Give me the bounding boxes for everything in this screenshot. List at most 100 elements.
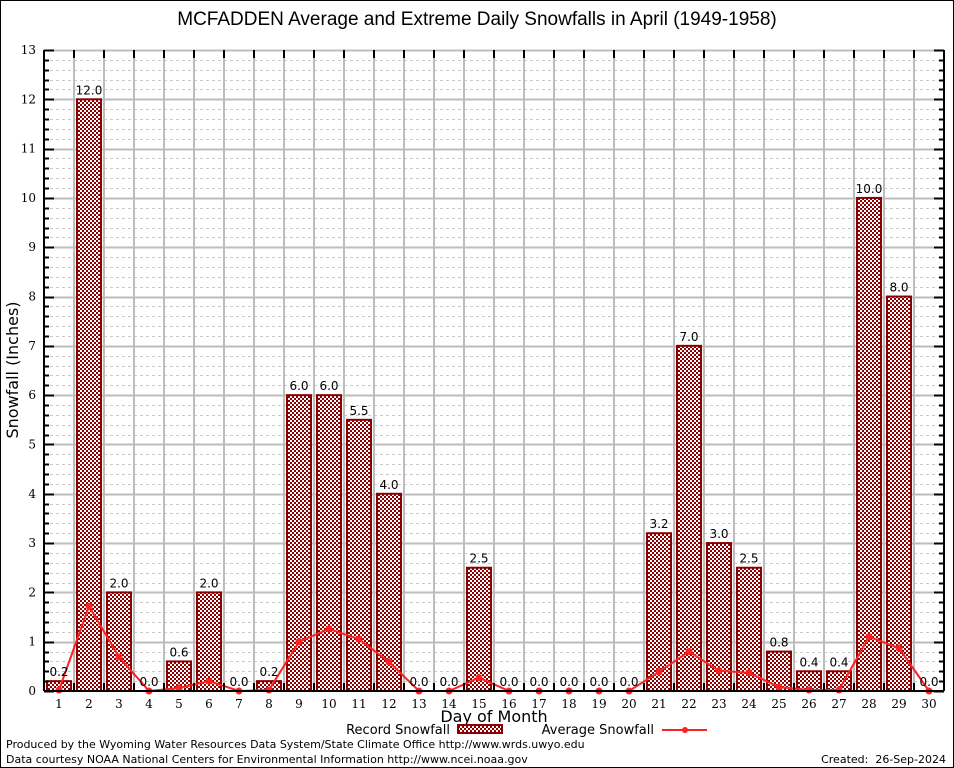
average-point <box>295 638 303 646</box>
x-tick-label: 3 <box>115 697 123 711</box>
average-point <box>205 677 213 685</box>
x-tick-label: 20 <box>621 697 636 711</box>
x-tick-label: 22 <box>681 697 696 711</box>
footer-produced-by: Produced by the Wyoming Water Resources … <box>6 738 585 751</box>
data-labels: 0.2 12.0 2.0 0.0 0.6 2.0 0.0 0.2 6.0 6.0 5.5 4.0 0.0… <box>49 83 938 689</box>
bar-data-label: 6.0 <box>289 379 308 393</box>
average-point <box>655 668 663 676</box>
x-tick-label: 28 <box>861 697 876 711</box>
bar-data-label: 0.8 <box>769 636 788 650</box>
bar-data-label: 7.0 <box>679 330 698 344</box>
average-point <box>715 667 723 675</box>
y-axis-title: Snowfall (Inches) <box>3 301 22 438</box>
bar-data-label: 3.0 <box>709 527 728 541</box>
x-tick-label: 9 <box>295 697 303 711</box>
average-point <box>865 633 873 641</box>
bar-data-label: 0.2 <box>49 665 68 679</box>
bar-data-label: 0.0 <box>229 675 248 689</box>
average-point <box>775 683 783 691</box>
bar-data-label: 0.2 <box>259 665 278 679</box>
y-tick-label: 3 <box>28 536 36 550</box>
bar-data-label: 6.0 <box>319 379 338 393</box>
x-tick-label: 13 <box>411 697 426 711</box>
x-tick-label: 11 <box>351 697 366 711</box>
x-tick-label: 25 <box>771 697 786 711</box>
bar-data-label: 0.4 <box>799 655 818 669</box>
bar-data-label: 0.0 <box>619 675 638 689</box>
bar-data-label: 0.0 <box>139 675 158 689</box>
x-tick-label: 1 <box>55 697 63 711</box>
bar-data-label: 2.5 <box>739 552 758 566</box>
y-tick-label: 6 <box>28 388 36 402</box>
record-bar <box>886 295 912 692</box>
bar-data-label: 0.0 <box>439 675 458 689</box>
bar-data-label: 12.0 <box>76 83 103 97</box>
footer-created-date: Created: 26-Sep-2024 <box>821 753 946 766</box>
y-tick-label: 4 <box>28 487 36 501</box>
chart-title: MCFADDEN Average and Extreme Daily Snowf… <box>177 9 777 30</box>
x-tick-label: 26 <box>801 697 816 711</box>
bar-data-label: 0.4 <box>829 655 848 669</box>
footer-data-courtesy: Data courtesy NOAA National Centers for … <box>6 753 528 766</box>
average-point <box>685 648 693 656</box>
x-tick-label: 29 <box>891 697 906 711</box>
average-point <box>745 669 753 677</box>
y-tick-label: 13 <box>21 43 36 57</box>
bar-data-label: 2.0 <box>199 576 218 590</box>
x-tick-label: 7 <box>235 697 243 711</box>
average-point <box>475 674 483 682</box>
bar-data-label: 0.0 <box>559 675 578 689</box>
bar-data-label: 0.0 <box>529 675 548 689</box>
record-bar <box>196 591 222 693</box>
average-point <box>355 635 363 643</box>
legend-swatch-record <box>457 724 503 734</box>
x-tick-label: 10 <box>321 697 336 711</box>
bar-data-label: 0.6 <box>169 645 188 659</box>
y-tick-label: 7 <box>28 339 36 353</box>
average-point <box>895 644 903 652</box>
legend: Record Snowfall Average Snowfall <box>346 723 707 738</box>
x-axis-title: Day of Month <box>440 707 547 726</box>
x-tick-label: 30 <box>921 697 936 711</box>
x-tick-label: 17 <box>531 697 546 711</box>
bar-data-label: 2.0 <box>109 576 128 590</box>
x-tick-label: 8 <box>265 697 273 711</box>
y-tick-label: 2 <box>28 585 36 599</box>
record-bar <box>286 394 312 692</box>
legend-label-record: Record Snowfall <box>346 723 450 738</box>
grid <box>44 49 944 691</box>
x-tick-label: 12 <box>381 697 396 711</box>
x-tick-label: 4 <box>145 697 153 711</box>
x-tick-label: 27 <box>831 697 846 711</box>
bar-data-label: 0.0 <box>499 675 518 689</box>
x-tick-label: 18 <box>561 697 576 711</box>
x-tick-label: 2 <box>85 697 93 711</box>
bar-data-label: 0.0 <box>409 675 428 689</box>
x-tick-label: 14 <box>441 697 457 711</box>
y-tick-label: 10 <box>21 191 36 205</box>
average-point <box>175 684 183 692</box>
average-point <box>325 625 333 633</box>
bar-data-label: 5.5 <box>349 404 368 418</box>
x-tick-label: 23 <box>711 697 726 711</box>
x-tick-label: 16 <box>501 697 516 711</box>
average-point <box>115 653 123 661</box>
y-tick-label: 0 <box>28 684 36 698</box>
y-tick-label: 12 <box>21 92 36 106</box>
bar-data-label: 4.0 <box>379 478 398 492</box>
record-bar <box>316 394 342 692</box>
bar-data-label: 0.0 <box>589 675 608 689</box>
bar-data-label: 8.0 <box>889 281 908 295</box>
y-tick-label: 8 <box>28 290 36 304</box>
x-tick-label: 6 <box>205 697 213 711</box>
record-bar <box>676 344 702 692</box>
x-tick-label: 19 <box>591 697 606 711</box>
bar-data-label: 3.2 <box>649 517 668 531</box>
y-tick-label: 9 <box>28 240 36 254</box>
average-point <box>385 658 393 666</box>
x-tick-label: 24 <box>741 697 757 711</box>
x-tick-label: 5 <box>175 697 183 711</box>
record-bar <box>466 566 492 693</box>
